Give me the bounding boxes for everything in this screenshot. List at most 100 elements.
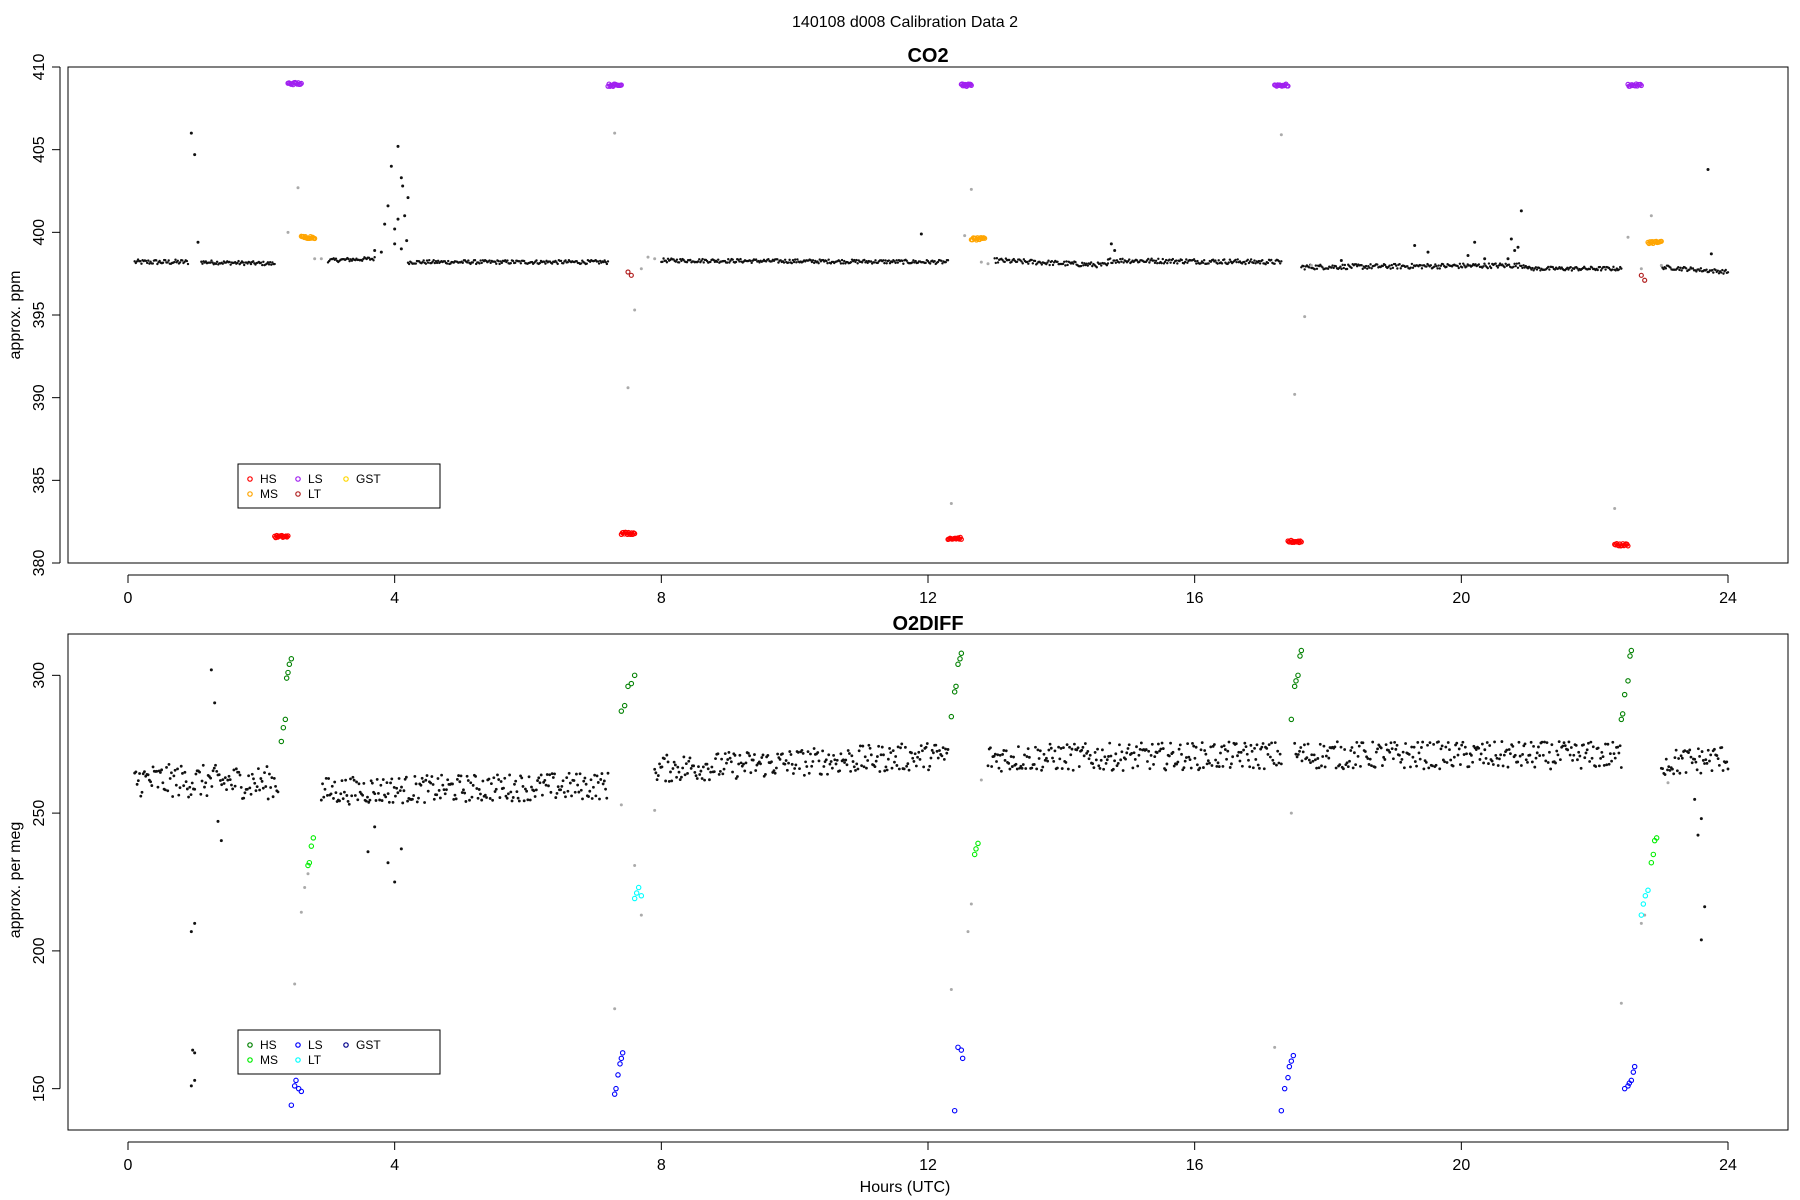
data-point <box>1303 743 1306 747</box>
data-point <box>424 262 428 265</box>
data-point <box>353 794 357 797</box>
data-point <box>377 791 380 795</box>
data-point <box>544 262 547 265</box>
data-point <box>453 793 457 797</box>
data-point <box>274 785 277 788</box>
data-point <box>548 773 552 777</box>
data-point <box>776 752 779 756</box>
data-point <box>462 788 465 792</box>
data-point <box>1020 260 1023 263</box>
data-point <box>422 259 425 262</box>
data-point <box>912 760 916 763</box>
data-point <box>1688 748 1692 752</box>
data-point <box>242 796 246 800</box>
data-point <box>1271 758 1275 762</box>
data-point <box>177 793 181 797</box>
cal-point-ls <box>955 1044 961 1051</box>
data-point <box>1124 757 1127 761</box>
data-point <box>1041 765 1045 769</box>
data-point <box>1085 262 1088 265</box>
data-point <box>562 262 565 265</box>
data-point <box>1445 265 1448 269</box>
cal-point-hs <box>1295 672 1301 679</box>
data-point <box>700 259 703 262</box>
data-point <box>1678 268 1681 272</box>
data-point <box>1607 762 1611 766</box>
data-point <box>346 799 350 803</box>
data-point <box>1280 260 1283 263</box>
data-point <box>1431 764 1434 768</box>
data-point <box>1228 258 1232 261</box>
data-point <box>891 260 894 264</box>
data-point <box>378 798 382 802</box>
data-point <box>699 769 703 773</box>
data-point <box>1725 760 1729 764</box>
data-point <box>665 753 669 757</box>
data-point <box>715 260 719 264</box>
data-point <box>1521 753 1525 756</box>
data-point <box>1167 754 1171 758</box>
data-point <box>1087 757 1091 761</box>
data-point <box>1176 262 1179 265</box>
data-point <box>1203 749 1207 752</box>
data-point <box>854 260 857 264</box>
data-point <box>166 261 169 264</box>
data-point <box>1191 742 1194 745</box>
data-point <box>150 784 154 787</box>
data-point <box>550 772 554 776</box>
data-point <box>731 770 734 774</box>
data-point <box>1042 752 1046 756</box>
data-point <box>1338 763 1342 767</box>
data-point <box>1093 751 1097 754</box>
data-point <box>1578 754 1582 758</box>
data-point <box>464 800 468 803</box>
data-point <box>1188 758 1192 762</box>
data-point <box>176 259 179 263</box>
data-point <box>511 796 515 799</box>
data-point <box>560 784 564 788</box>
data-point <box>666 257 670 260</box>
data-point <box>1133 758 1137 761</box>
x-tick-label: 20 <box>1452 590 1470 607</box>
data-point <box>425 259 429 262</box>
data-point <box>1497 264 1501 267</box>
data-point <box>170 771 173 775</box>
data-point <box>764 773 767 776</box>
data-point <box>1399 267 1402 270</box>
data-point <box>827 753 831 757</box>
cal-point-ls <box>607 83 613 89</box>
data-point <box>1294 752 1298 756</box>
data-point <box>992 754 996 758</box>
y-tick-label: 405 <box>31 136 48 163</box>
data-point <box>441 783 445 787</box>
data-point <box>812 261 816 265</box>
data-point <box>878 770 882 773</box>
data-point <box>373 249 377 253</box>
data-point <box>189 131 193 135</box>
data-point <box>367 256 371 259</box>
data-point <box>1704 758 1708 762</box>
data-point <box>1080 261 1084 265</box>
data-point <box>1230 762 1233 766</box>
data-point <box>139 794 143 798</box>
data-point <box>821 749 825 753</box>
data-point-gray <box>613 1007 617 1011</box>
data-point <box>1611 740 1615 744</box>
data-point <box>805 765 809 768</box>
data-point <box>1240 764 1244 768</box>
data-point <box>1470 753 1473 757</box>
data-point <box>1712 271 1715 274</box>
data-point <box>189 793 193 797</box>
data-point <box>1588 760 1592 763</box>
data-point <box>929 756 933 760</box>
data-point <box>343 790 346 794</box>
data-point <box>1105 264 1109 267</box>
data-point <box>1678 771 1682 775</box>
data-point <box>445 262 449 265</box>
data-point <box>496 773 499 777</box>
data-point <box>433 261 437 265</box>
data-point <box>839 752 843 756</box>
data-point <box>1186 261 1189 264</box>
data-point <box>1471 760 1475 764</box>
cal-point-hs <box>955 661 961 668</box>
